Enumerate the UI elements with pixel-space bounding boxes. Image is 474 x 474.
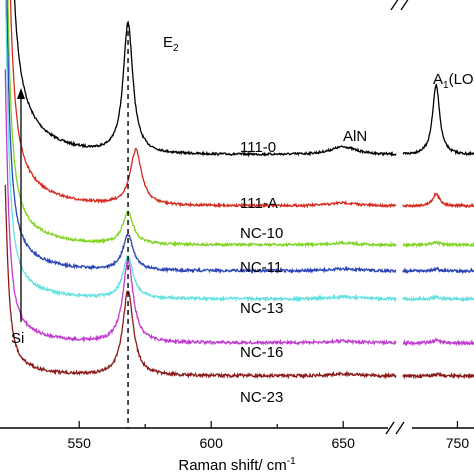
series-label-111-a: 111-A bbox=[240, 195, 278, 212]
series-label-nc-16: NC-16 bbox=[240, 344, 283, 361]
x-tick-label-750: 750 bbox=[446, 435, 470, 451]
series-label-nc-11: NC-11 bbox=[240, 259, 282, 276]
x-tick-label-650: 650 bbox=[332, 435, 356, 451]
series-label-nc-10: NC-10 bbox=[240, 225, 283, 242]
series-labels: 111-0 111-A NC-10 NC-11 NC-13 NC-16 NC-23 bbox=[240, 139, 283, 406]
series-line-111-0-right bbox=[402, 83, 474, 157]
spectra-group bbox=[4, 0, 474, 380]
series-line-111-a-left bbox=[9, 0, 397, 209]
series-line-nc-10-left bbox=[7, 0, 397, 249]
aln-annotation: AlN bbox=[343, 128, 367, 145]
x-axis-label: Raman shift/ cm-1 bbox=[178, 456, 296, 474]
series-line-nc-10-right bbox=[402, 240, 474, 249]
series-line-nc-11-right bbox=[402, 266, 474, 275]
si-annotation: Si bbox=[11, 330, 24, 347]
e2-annotation: E2 bbox=[163, 34, 179, 54]
axis-break-mark-top bbox=[390, 0, 399, 11]
series-line-nc-13-right bbox=[402, 294, 474, 303]
axis-break-mark bbox=[385, 421, 395, 435]
x-tick-label-550: 550 bbox=[68, 435, 92, 451]
series-line-nc-16-right bbox=[402, 337, 474, 347]
si-arrow-head bbox=[17, 88, 25, 99]
series-line-nc-23-right bbox=[402, 371, 474, 380]
x-tick-label-600: 600 bbox=[200, 435, 224, 451]
series-label-111-0: 111-0 bbox=[240, 139, 276, 156]
series-label-nc-13: NC-13 bbox=[240, 300, 283, 317]
series-line-nc-13-left bbox=[5, 0, 397, 303]
x-axis: 550 600 650 750 bbox=[0, 0, 474, 451]
axis-break-mark-top bbox=[400, 0, 409, 11]
series-line-nc-23-left bbox=[4, 184, 397, 380]
series-line-111-a-right bbox=[402, 191, 474, 209]
series-line-111-0-left bbox=[13, 0, 397, 158]
series-line-nc-11-left bbox=[6, 0, 397, 274]
series-label-nc-23: NC-23 bbox=[240, 389, 283, 406]
series-line-nc-16-left bbox=[4, 69, 397, 346]
axis-break-mark bbox=[395, 421, 405, 435]
a1-annotation: A1(LO) bbox=[433, 71, 474, 91]
